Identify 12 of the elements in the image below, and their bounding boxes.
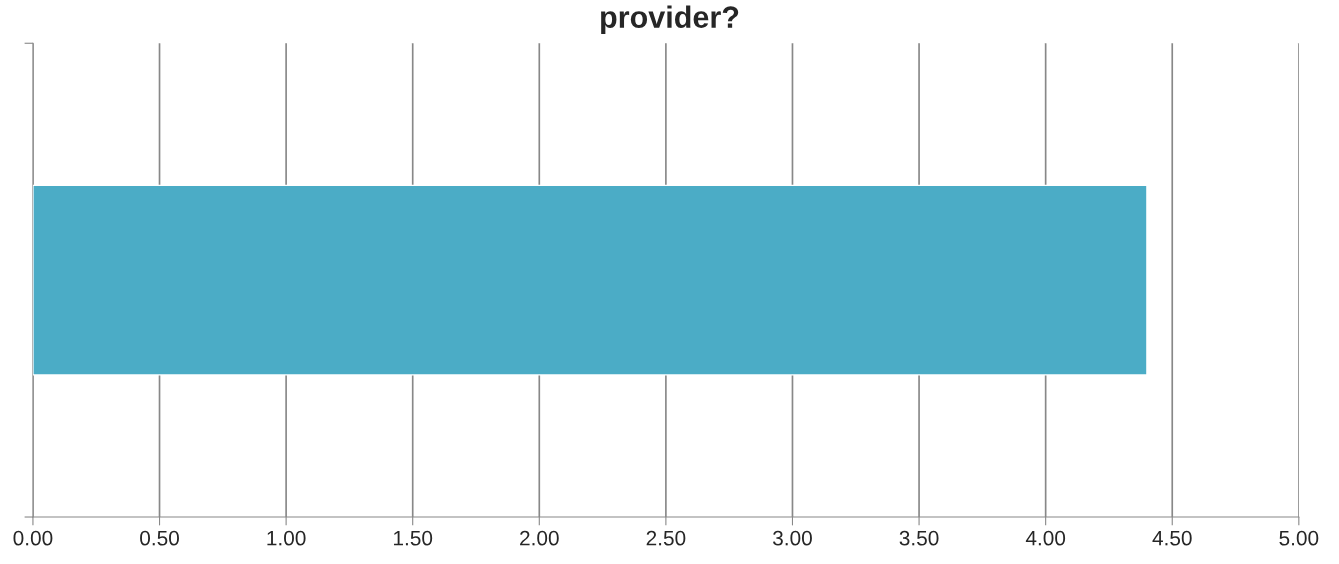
x-tick-label: 4.00 <box>1025 530 1066 546</box>
x-tick-label: 1.50 <box>394 530 433 546</box>
x-tick-label: 2.00 <box>520 530 559 546</box>
x-tick-label: 4.50 <box>1152 530 1192 546</box>
x-tick-label: 3.00 <box>773 530 812 546</box>
x-tick-label: 2.50 <box>646 530 686 546</box>
chart-title: provider? <box>601 5 739 34</box>
x-tick-label: 3.50 <box>899 530 939 546</box>
x-tick-label: 0.50 <box>140 530 179 546</box>
x-tick-label: 1.00 <box>267 530 306 546</box>
x-tick-label: 5.00 <box>1279 530 1319 546</box>
x-tick-label: 0.00 <box>13 530 53 546</box>
